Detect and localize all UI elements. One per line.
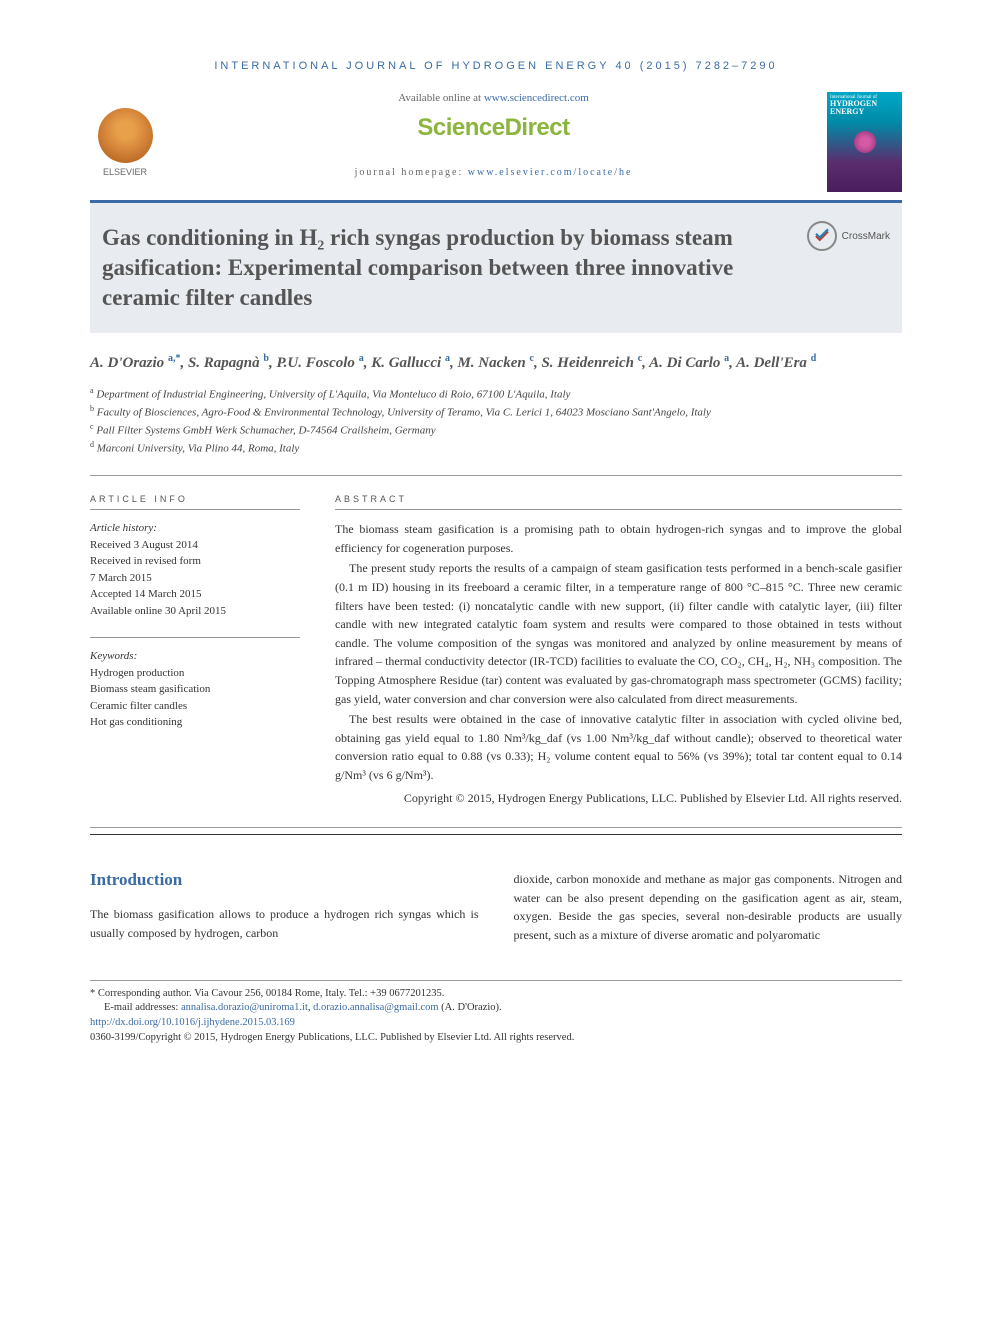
history-line: Accepted 14 March 2015	[90, 586, 300, 603]
introduction-heading: Introduction	[90, 870, 479, 890]
elsevier-label: ELSEVIER	[103, 167, 147, 177]
intro-text-right: dioxide, carbon monoxide and methane as …	[514, 870, 903, 944]
homepage-link[interactable]: www.elsevier.com/locate/he	[468, 167, 633, 178]
abstract-heading: ABSTRACT	[335, 494, 902, 510]
issn-copyright: 0360-3199/Copyright © 2015, Hydrogen Ene…	[90, 1031, 902, 1046]
available-online-text: Available online at www.sciencedirect.co…	[175, 92, 812, 104]
homepage-text: journal homepage: www.elsevier.com/locat…	[175, 167, 812, 178]
footnotes: * Corresponding author. Via Cavour 256, …	[90, 980, 902, 1046]
email-link-1[interactable]: annalisa.dorazio@uniroma1.it	[181, 1002, 308, 1013]
intro-text-left: The biomass gasification allows to produ…	[90, 905, 479, 942]
article-history: Article history: Received 3 August 2014R…	[90, 520, 300, 619]
article-info-heading: ARTICLE INFO	[90, 494, 300, 510]
thick-divider	[90, 834, 902, 835]
crossmark-badge[interactable]: CrossMark	[807, 221, 890, 251]
elsevier-logo[interactable]: ELSEVIER	[90, 92, 160, 177]
authors-list: A. D'Orazio a,*, S. Rapagnà b, P.U. Fosc…	[90, 351, 902, 375]
corresponding-author: * Corresponding author. Via Cavour 256, …	[90, 987, 902, 1002]
abstract-copyright: Copyright © 2015, Hydrogen Energy Public…	[335, 789, 902, 808]
doi-link[interactable]: http://dx.doi.org/10.1016/j.ijhydene.201…	[90, 1017, 295, 1028]
abstract-paragraph: The best results were obtained in the ca…	[335, 710, 902, 784]
cover-line3: ENERGY	[830, 108, 899, 116]
email-label: E-mail addresses:	[104, 1002, 181, 1013]
keyword-line: Hydrogen production	[90, 665, 300, 682]
crossmark-label: CrossMark	[842, 231, 890, 242]
affiliation-line: a Department of Industrial Engineering, …	[90, 385, 902, 403]
journal-citation-header: INTERNATIONAL JOURNAL OF HYDROGEN ENERGY…	[90, 60, 902, 72]
keywords-label: Keywords:	[90, 648, 300, 665]
history-label: Article history:	[90, 520, 300, 537]
article-info-column: ARTICLE INFO Article history: Received 3…	[90, 494, 300, 809]
journal-cover[interactable]: International Journal of HYDROGEN ENERGY	[827, 92, 902, 192]
center-header: Available online at www.sciencedirect.co…	[160, 92, 827, 178]
affiliations: a Department of Industrial Engineering, …	[90, 385, 902, 458]
abstract-text: The biomass steam gasification is a prom…	[335, 520, 902, 807]
sciencedirect-logo[interactable]: ScienceDirect	[175, 114, 812, 142]
email-suffix: (A. D'Orazio).	[439, 1002, 502, 1013]
available-prefix: Available online at	[398, 92, 484, 104]
keyword-line: Hot gas conditioning	[90, 714, 300, 731]
header-row: ELSEVIER Available online at www.science…	[90, 92, 902, 192]
sciencedirect-link[interactable]: www.sciencedirect.com	[484, 92, 589, 104]
keyword-line: Ceramic filter candles	[90, 698, 300, 715]
body-right-column: dioxide, carbon monoxide and methane as …	[514, 870, 903, 944]
history-line: Available online 30 April 2015	[90, 603, 300, 620]
affiliation-line: b Faculty of Biosciences, Agro-Food & En…	[90, 403, 902, 421]
divider	[90, 475, 902, 476]
article-title: Gas conditioning in H₂ rich syngas produ…	[102, 223, 890, 313]
cover-graphic-icon	[854, 131, 876, 153]
history-line: 7 March 2015	[90, 570, 300, 587]
affiliation-line: d Marconi University, Via Plino 44, Roma…	[90, 439, 902, 457]
keyword-line: Biomass steam gasification	[90, 681, 300, 698]
info-abstract-row: ARTICLE INFO Article history: Received 3…	[90, 494, 902, 809]
body-left-column: Introduction The biomass gasification al…	[90, 870, 479, 944]
divider	[90, 827, 902, 828]
abstract-paragraph: The biomass steam gasification is a prom…	[335, 520, 902, 557]
email-line: E-mail addresses: annalisa.dorazio@uniro…	[104, 1001, 902, 1016]
history-line: Received in revised form	[90, 553, 300, 570]
crossmark-icon	[807, 221, 837, 251]
title-bar: Gas conditioning in H₂ rich syngas produ…	[90, 200, 902, 333]
affiliation-line: c Pall Filter Systems GmbH Werk Schumach…	[90, 421, 902, 439]
body-columns: Introduction The biomass gasification al…	[90, 870, 902, 944]
keywords-block: Keywords: Hydrogen productionBiomass ste…	[90, 637, 300, 731]
history-line: Received 3 August 2014	[90, 537, 300, 554]
homepage-prefix: journal homepage:	[355, 167, 468, 178]
email-link-2[interactable]: d.orazio.annalisa@gmail.com	[313, 1002, 438, 1013]
elsevier-tree-icon	[98, 108, 153, 163]
abstract-paragraph: The present study reports the results of…	[335, 559, 902, 708]
abstract-column: ABSTRACT The biomass steam gasification …	[335, 494, 902, 809]
